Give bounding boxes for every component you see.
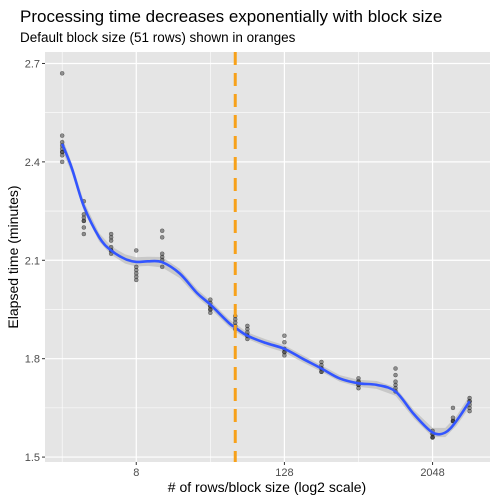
data-point [81,225,87,230]
plot-panel [45,52,490,462]
data-point [134,277,139,283]
y-tick-label: 2.7 [25,58,40,70]
y-tick-label: 1.5 [25,452,40,464]
chart-title: Processing time decreases exponentially … [20,7,442,26]
data-point [282,353,287,358]
data-point [59,133,65,138]
y-axis: 1.5 1.8 2.1 2.4 2.7 [25,58,45,464]
x-tick-label: 8 [133,467,139,479]
data-point [393,366,398,371]
grid-major [45,52,490,462]
data-point [450,405,456,411]
x-tick-label: 128 [275,467,293,479]
data-point [81,231,87,237]
data-point [430,435,435,440]
data-point [59,159,65,165]
grid-minor [45,52,490,462]
data-point [134,248,139,253]
data-point [208,310,213,316]
data-point [282,340,287,345]
data-point [81,218,87,224]
data-point [59,71,65,76]
smooth-line-layer [60,143,471,436]
x-axis-title: # of rows/block size (log2 scale) [168,479,366,495]
smooth-line [60,143,471,436]
chart-subtitle: Default block size (51 rows) shown in or… [20,30,296,45]
x-tick-label: 2048 [420,467,444,479]
data-point [393,372,398,378]
x-axis: 8 128 2048 [133,462,445,479]
data-point [59,153,65,158]
data-point [159,235,165,240]
data-point [356,385,361,391]
data-point [282,333,287,338]
data-point [108,238,114,243]
data-point [159,228,165,234]
data-point [467,408,472,414]
y-tick-label: 1.8 [25,354,40,366]
y-tick-label: 2.4 [25,157,40,169]
y-tick-label: 2.1 [25,255,40,267]
y-axis-title: Elapsed time (minutes) [5,185,21,328]
data-point [159,264,165,270]
